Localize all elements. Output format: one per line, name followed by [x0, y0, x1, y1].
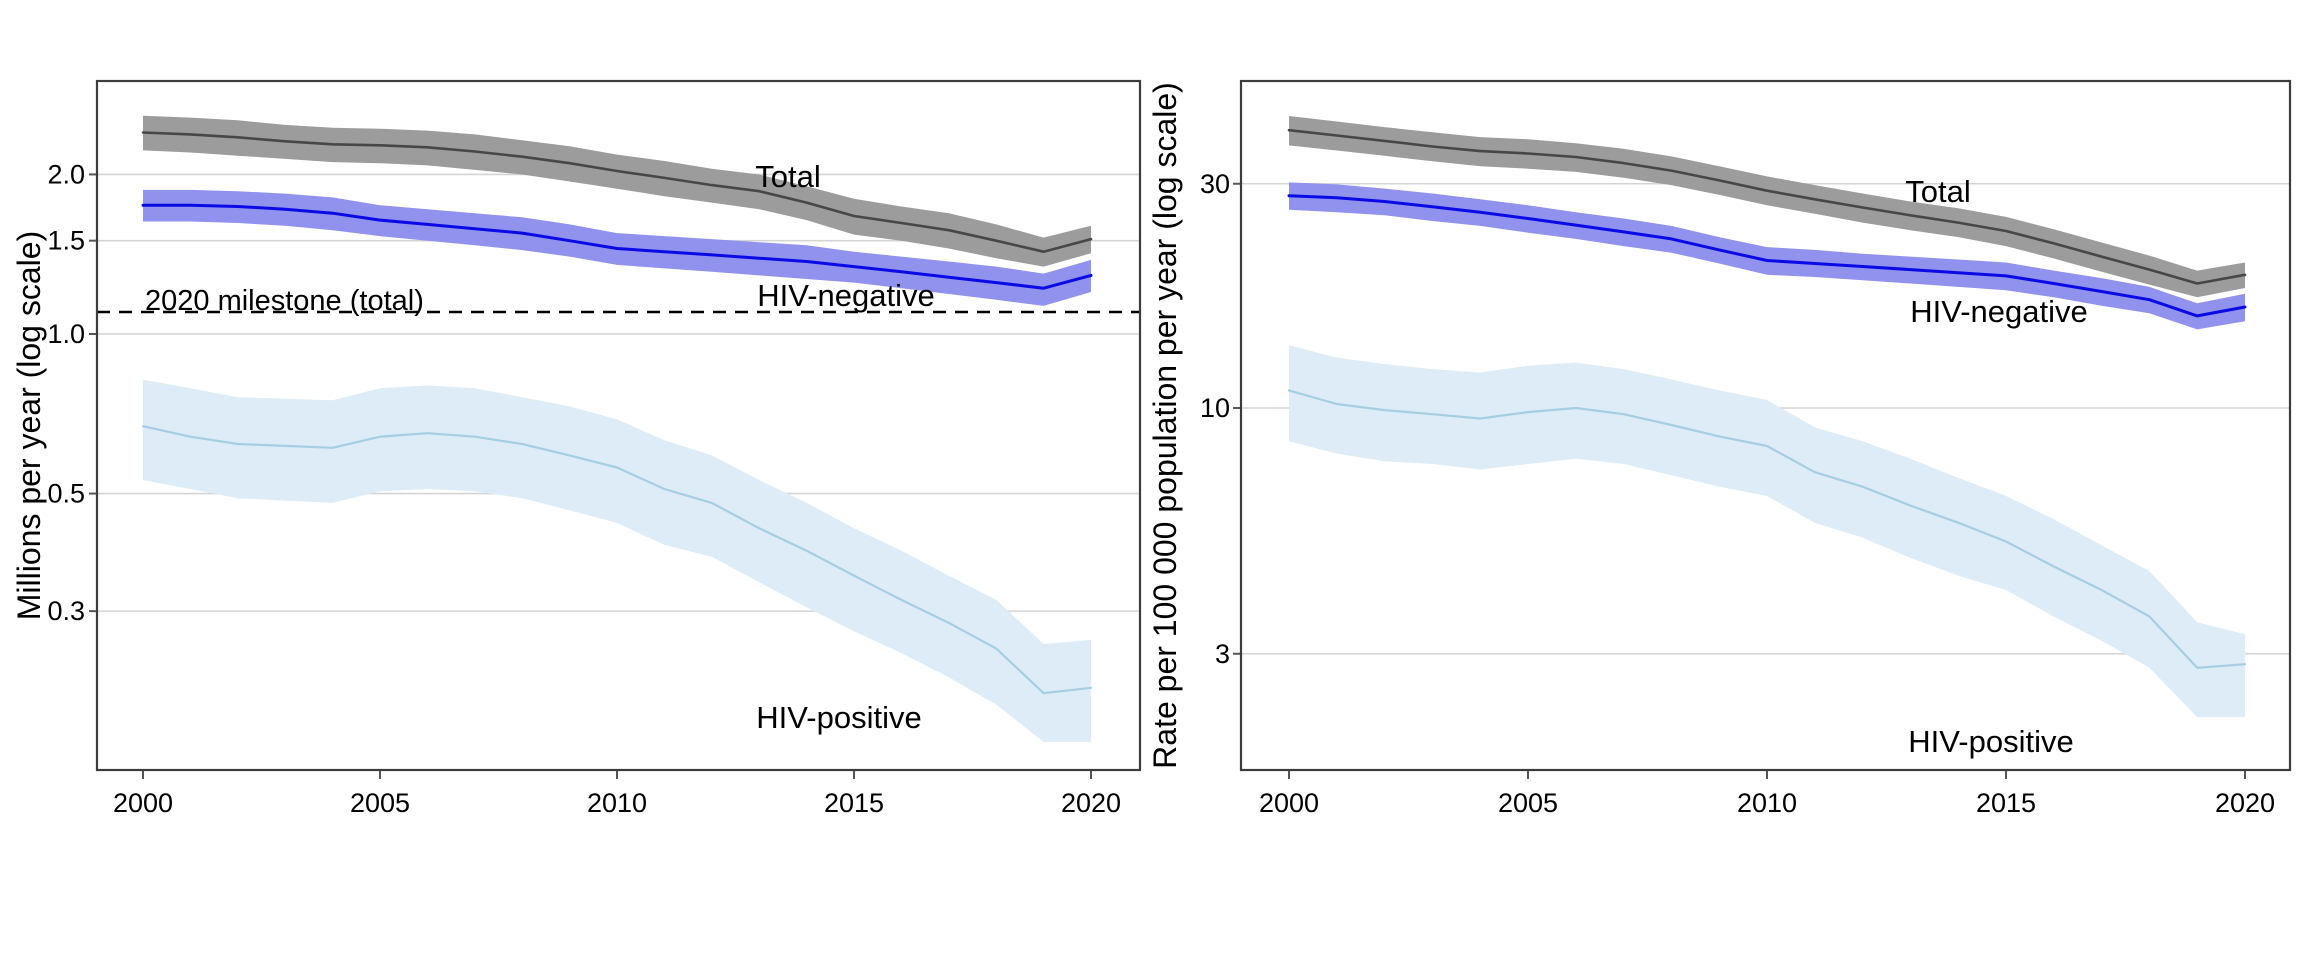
- y-tick-label: 1.0: [47, 319, 85, 349]
- hiv-negative-line: [1287, 194, 2247, 318]
- hiv-positive-line: [1287, 389, 2247, 669]
- x-tick-label: 2005: [350, 788, 410, 818]
- x-tick-label: 2000: [113, 788, 173, 818]
- hiv-positive-uncertainty-band: [1289, 345, 2245, 718]
- panel-border: [1239, 79, 2292, 772]
- y-tick-label: 3: [1215, 639, 1230, 669]
- panel-border: [95, 79, 1142, 772]
- hiv-negative-line: [141, 203, 1093, 290]
- y-tick-label: 10: [1200, 393, 1230, 423]
- total-line: [1287, 128, 2247, 285]
- total-uncertainty-band: [1289, 116, 2245, 298]
- total-uncertainty-band: [143, 115, 1091, 267]
- milestone-label: 2020 milestone (total): [145, 285, 424, 317]
- series-label-total: Total: [755, 159, 820, 194]
- x-tick-label: 2005: [1498, 788, 1558, 818]
- tb-deaths-chart: 2.0 1.5 1.0 0.5 0.3 2000 2005 2010 2015 2020 2020 …: [11, 79, 1142, 818]
- tb-mortality-rate-chart: 30 10 3 2000 2005 2010 2015 2020 Total HIV-negati…: [1147, 79, 2292, 818]
- y-tick-label: 30: [1200, 169, 1230, 199]
- y-tick-label: 0.5: [47, 479, 85, 509]
- y-axis-title: Millions per year (log scale): [11, 231, 47, 620]
- hiv-positive-uncertainty-band: [143, 379, 1091, 742]
- x-tick-label: 2020: [1061, 788, 1121, 818]
- series-label-hiv-negative: HIV-negative: [757, 278, 935, 313]
- x-tick-label: 2000: [1259, 788, 1319, 818]
- series-label-hiv-positive: HIV-positive: [1908, 724, 2073, 759]
- hiv-positive-line: [141, 425, 1093, 695]
- x-tick-label: 2015: [824, 788, 884, 818]
- x-tick-label: 2010: [1737, 788, 1797, 818]
- x-tick-label: 2015: [1976, 788, 2036, 818]
- total-line: [141, 131, 1093, 253]
- y-tick-label: 1.5: [47, 226, 85, 256]
- series-label-total: Total: [1905, 174, 1970, 209]
- y-tick-label: 2.0: [47, 159, 85, 189]
- series-label-hiv-negative: HIV-negative: [1910, 294, 2088, 329]
- x-tick-label: 2020: [2215, 788, 2275, 818]
- y-axis-title: Rate per 100 000 population per year (lo…: [1147, 82, 1183, 769]
- series-label-hiv-positive: HIV-positive: [756, 700, 921, 735]
- y-tick-label: 0.3: [47, 596, 85, 626]
- x-tick-label: 2010: [587, 788, 647, 818]
